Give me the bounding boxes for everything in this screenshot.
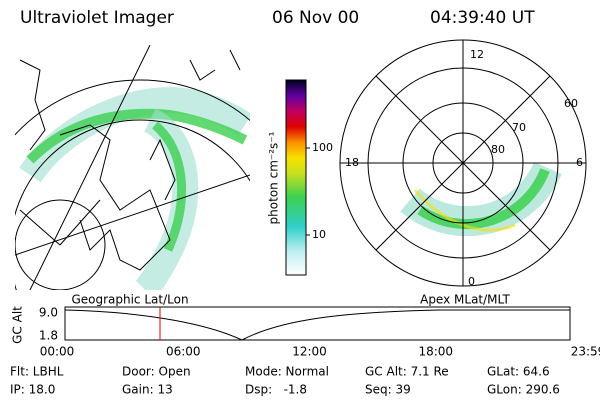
altitude-xtick: 06:00 xyxy=(166,345,201,359)
right-caption: Apex MLat/MLT xyxy=(420,293,510,307)
lat-label: 70 xyxy=(512,121,526,134)
geographic-map xyxy=(15,45,250,290)
status-footer: Flt: LBHL Door: Open Mode: Normal GC Alt: 7… xyxy=(10,365,560,397)
altitude-curve xyxy=(64,309,570,341)
altitude-frame xyxy=(64,306,571,341)
mlt-label: 6 xyxy=(576,156,583,169)
altitude-xticks: 00:00 06:00 12:00 18:00 23:59 xyxy=(40,345,600,359)
altitude-ytick: 9.0 xyxy=(39,306,58,320)
altitude-ylabel: GC Alt xyxy=(11,306,25,344)
time: 04:39:40 UT xyxy=(430,8,535,28)
date: 06 Nov 00 xyxy=(272,8,359,28)
lat-label: 80 xyxy=(491,143,505,156)
altitude-ytick: 1.8 xyxy=(39,329,58,343)
altitude-xtick: 00:00 xyxy=(40,345,75,359)
status-field: GLat: 64.6 xyxy=(487,365,550,379)
altitude-xtick: 23:59 xyxy=(571,345,600,359)
status-field: GC Alt: 7.1 Re xyxy=(365,365,449,379)
colorbar-label: photon cm⁻²s⁻¹ xyxy=(267,131,281,224)
lat-label: 60 xyxy=(564,97,578,110)
colorbar-tick-label: 10 xyxy=(312,228,326,241)
mlt-label: 18 xyxy=(345,156,359,169)
status-field: GLon: 290.6 xyxy=(487,383,560,397)
status-field: Dsp: -1.8 xyxy=(245,383,307,397)
left-caption: Geographic Lat/Lon xyxy=(71,293,188,307)
status-field: Door: Open xyxy=(122,365,191,379)
mlt-label: 0 xyxy=(468,275,475,288)
altitude-xtick: 18:00 xyxy=(418,345,453,359)
status-field: Seq: 39 xyxy=(365,383,411,397)
altitude-xtick: 12:00 xyxy=(292,345,327,359)
status-field: Flt: LBHL xyxy=(10,365,64,379)
colorbar-tick-label: 100 xyxy=(312,141,333,154)
status-field: Gain: 13 xyxy=(122,383,173,397)
mlt-label: 12 xyxy=(470,48,484,61)
status-field: Mode: Normal xyxy=(245,365,329,379)
polar-plot xyxy=(339,39,587,287)
title: Ultraviolet Imager xyxy=(20,8,174,28)
status-field: IP: 18.0 xyxy=(10,383,55,397)
colorbar xyxy=(285,79,307,276)
